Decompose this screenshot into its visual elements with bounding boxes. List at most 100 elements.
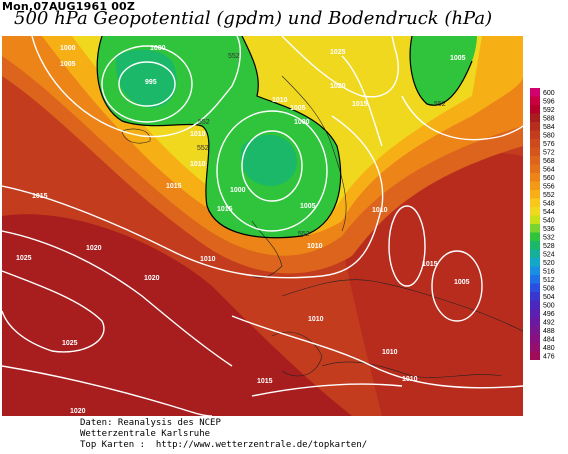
geopotential-label: 552 (198, 119, 210, 126)
scale-label: 508 (543, 286, 555, 293)
scale-label: 476 (543, 354, 555, 360)
coastline-iceland (121, 128, 151, 144)
date-label: Mon,07AUG1961 00Z (2, 0, 136, 13)
scale-swatch (530, 249, 540, 258)
geopotential-label: 552 (228, 53, 240, 60)
scale-label: 544 (543, 209, 555, 216)
isobar-label: 1015 (166, 183, 182, 190)
coastline-scandinavia (281, 75, 347, 232)
low-northeast-green (410, 36, 477, 106)
isobar-label: 1010 (382, 349, 398, 356)
scale-label: 536 (543, 226, 555, 233)
scale-label: 548 (543, 201, 555, 208)
scale-label: 540 (543, 218, 555, 225)
scale-swatch (530, 130, 540, 139)
isobar-label: 1010 (307, 243, 323, 250)
isobar-label: 1000 (150, 45, 166, 52)
scale-label: 564 (543, 167, 555, 174)
coastline-britain (251, 220, 283, 279)
low-north-cyan (116, 49, 177, 108)
scale-swatch (530, 326, 540, 335)
isobar-label: 1005 (300, 203, 316, 210)
scale-label: 524 (543, 252, 555, 259)
scale-label: 600 (543, 90, 555, 97)
scale-label: 552 (543, 192, 555, 199)
scale-label: 556 (543, 184, 555, 191)
scale-swatch (530, 275, 540, 284)
geopotential-label: 552 (298, 231, 310, 238)
isobar-label: 1005 (290, 105, 306, 112)
scale-swatch (530, 309, 540, 318)
isobar-label: 1015 (217, 206, 233, 213)
scale-swatch (530, 351, 540, 360)
scale-label: 484 (543, 337, 555, 344)
scale-swatch (530, 232, 540, 241)
scale-label: 500 (543, 303, 555, 310)
isobar-label: 1000 (294, 119, 310, 126)
weather-map: 1000 1005 995 1000 1025 1020 1005 1010 1… (1, 35, 524, 417)
scale-swatch (530, 317, 540, 326)
scale-swatch (530, 139, 540, 148)
field-southwest (2, 214, 352, 416)
scale-swatch (530, 173, 540, 182)
scale-label: 480 (543, 345, 555, 352)
scale-swatch (530, 181, 540, 190)
scale-swatch (530, 96, 540, 105)
isobar-label: 1010 (402, 376, 418, 383)
scale-swatch (530, 147, 540, 156)
scale-label: 584 (543, 124, 555, 131)
isobar-label: 1010 (190, 161, 206, 168)
scale-swatch (530, 122, 540, 131)
contour-552-ne (409, 35, 473, 106)
isobar-label: 1005 (450, 55, 466, 62)
isobar-label: 1005 (454, 279, 470, 286)
scale-label: 532 (543, 235, 555, 242)
scale-label: 596 (543, 99, 555, 106)
isobar-label: 1010 (308, 316, 324, 323)
isobar-label: 1010 (372, 207, 388, 214)
isobar-label: 1020 (144, 275, 160, 282)
scale-swatch (530, 190, 540, 199)
scale-swatch (530, 156, 540, 165)
coastline-europe (281, 279, 524, 332)
chart-title: 500 hPa Geopotential (gpdm) und Bodendru… (14, 8, 493, 29)
isobar-label: 1015 (257, 378, 273, 385)
isobar-label: 1000 (60, 45, 76, 52)
footer-link[interactable]: Top Karten : http://www.wetterzentrale.d… (80, 440, 368, 450)
isobar-label: 1025 (330, 49, 346, 56)
scale-label: 492 (543, 320, 555, 327)
footer-credits: Daten: Reanalysis des NCEP Wetterzentral… (80, 418, 367, 451)
scale-label: 580 (543, 133, 555, 140)
scale-swatch (530, 266, 540, 275)
isobar-label: 1010 (200, 256, 216, 263)
scale-swatch (530, 343, 540, 352)
isobar-label: 1015 (352, 101, 368, 108)
scale-label: 520 (543, 260, 555, 267)
scale-label: 512 (543, 277, 555, 284)
scale-swatch (530, 105, 540, 114)
isobar-label: 1020 (86, 245, 102, 252)
isobar-label: 1010 (190, 131, 206, 138)
isobar-label: 1005 (60, 61, 76, 68)
scale-swatch (530, 283, 540, 292)
isobar-label: 1020 (330, 83, 346, 90)
isobar-label: 995 (145, 79, 157, 86)
scale-swatch (530, 164, 540, 173)
scale-swatch (530, 215, 540, 224)
coastline-mediterranean (321, 361, 503, 378)
scale-label: 572 (543, 150, 555, 157)
scale-label: 592 (543, 107, 555, 114)
scale-swatch (530, 300, 540, 309)
scale-swatch (530, 258, 540, 267)
scale-label: 516 (543, 269, 555, 276)
scale-label: 588 (543, 116, 555, 123)
isobar-label: 1025 (62, 340, 78, 347)
scale-swatch (530, 292, 540, 301)
isobar-labels: 1000 1005 995 1000 1025 1020 1005 1010 1… (16, 45, 470, 415)
geopotential-label: 552 (197, 145, 209, 152)
isobar-label: 1015 (32, 193, 48, 200)
isobar-label: 1010 (272, 97, 288, 104)
isobar-lines (1, 35, 524, 417)
low-central-cyan (240, 134, 297, 186)
scale-label: 568 (543, 158, 555, 165)
